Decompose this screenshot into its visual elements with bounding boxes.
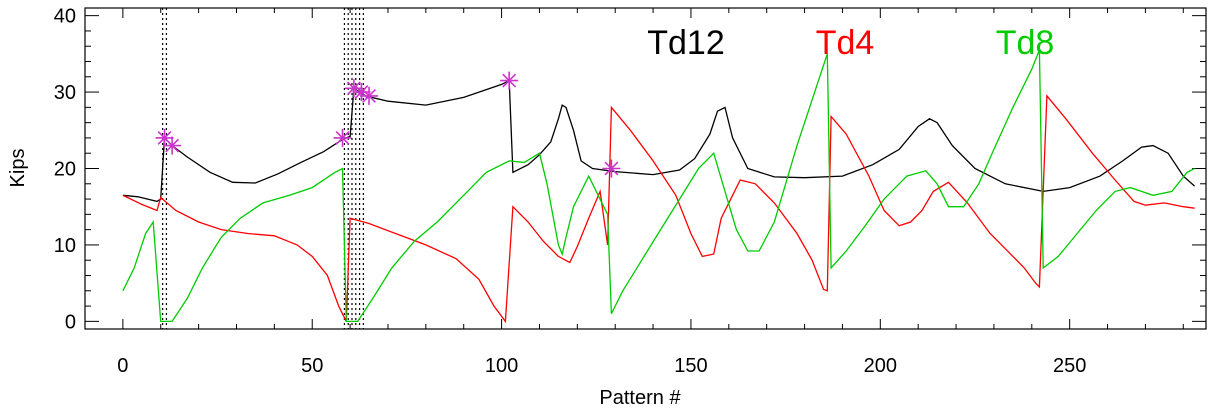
series-label-td12: Td12 <box>647 24 725 62</box>
y-tick-label: 0 <box>65 311 76 333</box>
series-labels: Td12 Td4 Td8 <box>647 24 1054 62</box>
series-label-td8: Td8 <box>996 24 1055 62</box>
series-line-td4 <box>122 94 1195 324</box>
asterisk-stroke <box>335 130 350 145</box>
dotted-reference-lines <box>162 8 364 329</box>
asterisk-stroke <box>502 73 517 88</box>
x-axis-label: Pattern # <box>599 387 681 409</box>
asterisk-stroke <box>346 81 361 96</box>
asterisk-stroke <box>157 130 172 145</box>
y-tick-label: 30 <box>54 82 76 104</box>
x-tick-label: 100 <box>485 355 518 377</box>
series-line-td12 <box>122 79 1196 203</box>
x-tick-label: 250 <box>1053 355 1086 377</box>
asterisk-marker <box>360 86 379 105</box>
asterisk-marker <box>163 136 182 155</box>
asterisk-marker <box>333 128 352 147</box>
series-line-td8 <box>122 49 1195 323</box>
asterisk-marker <box>602 159 621 178</box>
series-lines <box>122 49 1196 324</box>
axis-ticks: 0 50 100 150 200 250 0 10 20 30 40 <box>54 6 1206 377</box>
asterisk-stroke <box>165 138 180 153</box>
asterisk-marker <box>500 71 519 90</box>
asterisk-marker <box>344 79 363 98</box>
highlight-markers <box>155 71 621 178</box>
y-tick-label: 40 <box>54 6 76 28</box>
x-tick-label: 200 <box>864 355 897 377</box>
y-tick-label: 20 <box>54 159 76 181</box>
y-axis-label: Kips <box>7 149 29 188</box>
series-label-td4: Td4 <box>816 24 875 62</box>
asterisk-marker <box>352 83 371 102</box>
x-tick-label: 0 <box>117 355 128 377</box>
y-tick-label: 10 <box>54 235 76 257</box>
x-tick-label: 150 <box>674 355 707 377</box>
asterisk-stroke <box>362 88 376 103</box>
x-tick-label: 50 <box>301 355 323 377</box>
asterisk-stroke <box>354 85 369 100</box>
asterisk-stroke <box>604 161 619 176</box>
